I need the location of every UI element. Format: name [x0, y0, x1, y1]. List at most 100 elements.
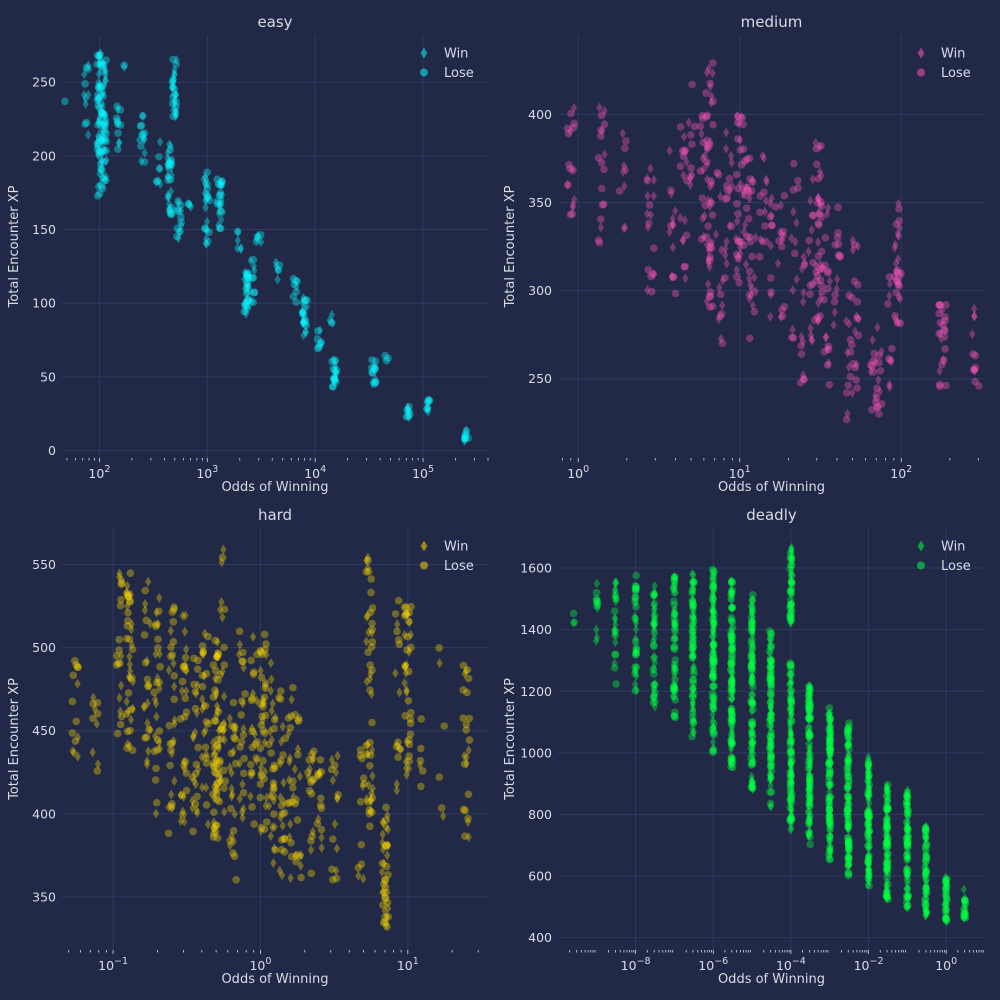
lose-point [230, 852, 239, 861]
lose-point [381, 913, 389, 922]
win-point [807, 758, 814, 769]
win-point [463, 758, 470, 769]
lose-point [169, 93, 177, 101]
win-point [393, 778, 400, 789]
lose-point [805, 819, 813, 828]
lose-point [650, 618, 659, 627]
lose-point [734, 135, 742, 143]
lose-point [710, 657, 718, 666]
lose-point [826, 736, 835, 745]
lose-point [228, 722, 236, 730]
lose-point [243, 278, 252, 287]
win-point [812, 137, 819, 148]
lose-point [804, 691, 813, 700]
lose-point [740, 191, 749, 200]
lose-point [786, 776, 795, 784]
lose-point [703, 136, 711, 145]
win-point [204, 192, 212, 203]
win-point [85, 60, 92, 71]
lose-point [670, 642, 679, 651]
lose-point [890, 272, 899, 281]
win-point [139, 111, 146, 122]
win-point [825, 801, 833, 812]
lose-point [942, 381, 950, 390]
lose-point [849, 360, 858, 368]
win-point [787, 617, 794, 628]
lose-point [210, 717, 219, 725]
win-point [189, 731, 197, 742]
lose-point [248, 727, 257, 736]
lose-point [813, 313, 822, 322]
win-point [767, 773, 774, 784]
win-point [203, 225, 210, 236]
win-point [379, 816, 386, 827]
legend-label: Win [444, 47, 468, 62]
lose-point [787, 736, 795, 744]
win-point [680, 131, 688, 142]
lose-point [804, 714, 813, 722]
win-point [172, 90, 179, 101]
lose-point [778, 312, 787, 320]
lose-point [747, 618, 756, 627]
win-point [126, 651, 133, 662]
lose-point [709, 682, 717, 691]
lose-point [727, 688, 736, 696]
win-point [703, 296, 710, 307]
win-point [800, 287, 807, 298]
win-point [426, 395, 433, 406]
win-point [805, 814, 812, 825]
lose-point [257, 772, 266, 780]
lose-point [382, 888, 391, 896]
win-point [95, 148, 102, 159]
win-point [853, 311, 860, 322]
win-point [710, 743, 717, 754]
lose-point [941, 345, 949, 353]
win-point [671, 682, 679, 693]
win-point [827, 731, 834, 742]
win-point [709, 699, 716, 710]
win-point [767, 702, 775, 713]
lose-point [727, 740, 736, 748]
win-point [279, 721, 286, 732]
lose-point [250, 288, 259, 296]
win-point [156, 592, 163, 603]
lose-point [669, 685, 678, 694]
win-point [292, 851, 299, 862]
lose-point [284, 714, 293, 722]
lose-point [787, 571, 796, 580]
win-point [601, 149, 608, 160]
win-point [752, 232, 759, 243]
lose-point [745, 233, 754, 242]
x-tick-label: 100 [935, 956, 957, 973]
lose-point [97, 164, 105, 173]
lose-point [330, 375, 339, 384]
lose-point [256, 793, 265, 802]
win-point [680, 170, 687, 181]
win-point [787, 753, 794, 764]
lose-point [249, 255, 258, 264]
win-point [650, 269, 658, 280]
win-point [875, 374, 882, 385]
lose-point [747, 662, 756, 671]
win-point [249, 632, 257, 643]
lose-point [101, 134, 109, 142]
win-point [272, 712, 279, 723]
win-point [202, 725, 209, 736]
win-point [729, 675, 736, 686]
lose-point [688, 80, 696, 89]
lose-point [826, 832, 834, 841]
win-point [612, 614, 619, 625]
win-point [763, 195, 770, 206]
lose-point [278, 810, 287, 818]
lose-point [806, 783, 814, 792]
win-point [129, 703, 136, 714]
win-point [96, 115, 103, 126]
lose-point [211, 827, 220, 836]
lose-point [671, 665, 679, 673]
lose-point [688, 589, 697, 597]
win-point [787, 760, 794, 771]
lose-point [689, 676, 697, 685]
win-point [219, 666, 226, 677]
lose-point [806, 290, 814, 298]
win-point [709, 644, 716, 655]
